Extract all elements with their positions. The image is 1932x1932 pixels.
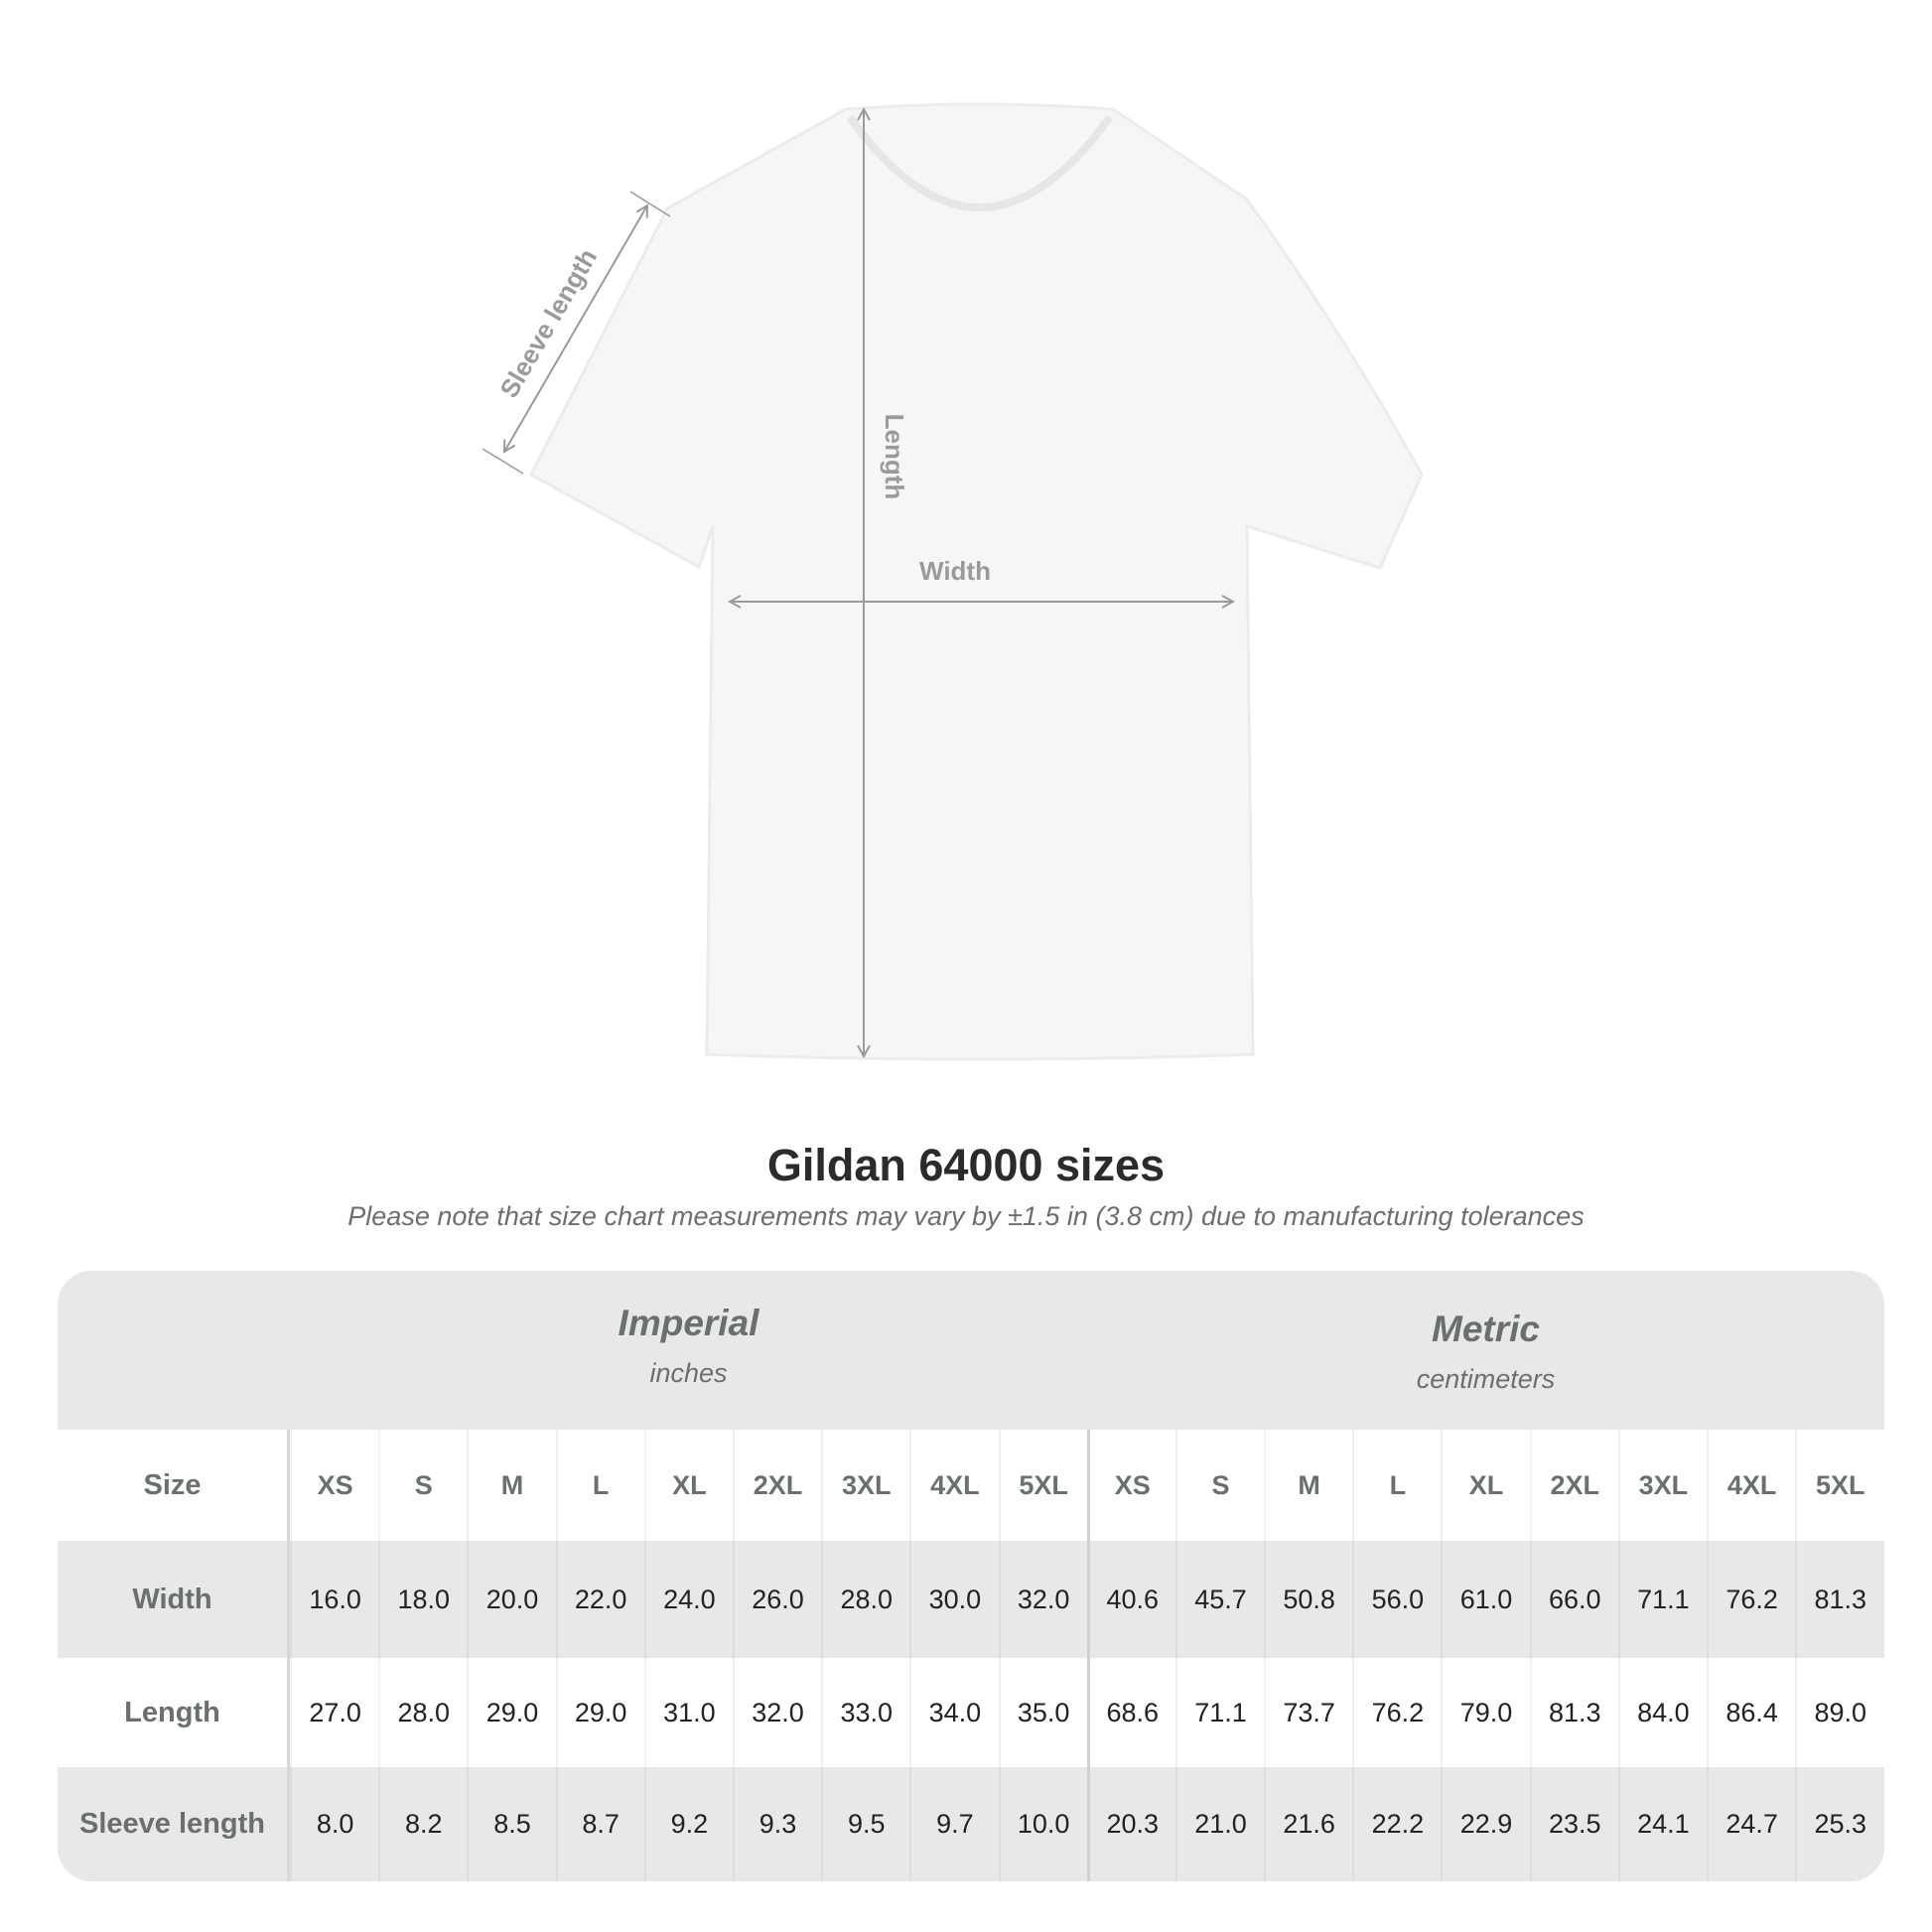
imperial-value-cell: 9.5 (821, 1767, 909, 1881)
metric-value-cell: 79.0 (1441, 1658, 1529, 1767)
imperial-value-cell: 8.7 (555, 1767, 644, 1881)
table-row-size: Size XS S M L XL 2XL 3XL 4XL 5XL XS S M L XL 2XL 3XL 4XL 5… (58, 1430, 1884, 1541)
imperial-size-header: L (555, 1430, 644, 1541)
metric-value-cell: 73.7 (1264, 1658, 1352, 1767)
metric-size-header: L (1352, 1430, 1441, 1541)
imperial-value-cell: 8.5 (467, 1767, 555, 1881)
table-row-length: Length 27.0 28.0 29.0 29.0 31.0 32.0 33.0 34.0 35… (58, 1658, 1884, 1767)
tolerance-note: Please note that size chart measurements… (347, 1201, 1585, 1231)
imperial-size-header: 2XL (732, 1430, 821, 1541)
imperial-value-cell: 8.0 (290, 1767, 378, 1881)
metric-value-cell: 81.3 (1529, 1658, 1618, 1767)
imperial-size-header: 5XL (998, 1430, 1087, 1541)
row-label: Size (58, 1430, 290, 1541)
imperial-size-header: XS (290, 1430, 378, 1541)
tshirt-diagram: Width Length Sleeve length (482, 102, 1424, 1061)
metric-title: Metric (1432, 1309, 1540, 1349)
metric-value-cell: 23.5 (1529, 1767, 1618, 1881)
metric-value-cell: 50.8 (1264, 1541, 1352, 1658)
width-label: Width (919, 556, 991, 586)
metric-value-cell: 86.4 (1707, 1658, 1795, 1767)
imperial-size-header: 4XL (909, 1430, 998, 1541)
metric-value-cell: 25.3 (1795, 1767, 1883, 1881)
imperial-title: Imperial (618, 1303, 759, 1343)
sleeve-tick (629, 191, 671, 217)
imperial-value-cell: 18.0 (378, 1541, 467, 1658)
metric-value-cell: 20.3 (1086, 1767, 1175, 1881)
imperial-header: Imperial inches (290, 1303, 1087, 1389)
metric-value-cell: 89.0 (1795, 1658, 1883, 1767)
imperial-size-header: 3XL (821, 1430, 909, 1541)
imperial-value-cell: 22.0 (555, 1541, 644, 1658)
imperial-value-cell: 29.0 (467, 1658, 555, 1767)
neckline (846, 114, 1114, 211)
metric-size-header: XL (1441, 1430, 1529, 1541)
imperial-value-cell: 9.7 (909, 1767, 998, 1881)
metric-value-cell: 76.2 (1707, 1541, 1795, 1658)
imperial-value-cell: 27.0 (290, 1658, 378, 1767)
metric-value-cell: 21.6 (1264, 1767, 1352, 1881)
metric-value-cell: 24.7 (1707, 1767, 1795, 1881)
metric-value-cell: 66.0 (1529, 1541, 1618, 1658)
table-row-sleeve-length: Sleeve length 8.0 8.2 8.5 8.7 9.2 9.3 9.5 9.7 10.… (58, 1767, 1884, 1881)
imperial-value-cell: 8.2 (378, 1767, 467, 1881)
imperial-value-cell: 35.0 (998, 1658, 1087, 1767)
imperial-unit: inches (649, 1358, 728, 1388)
metric-size-header: S (1174, 1430, 1264, 1541)
metric-value-cell: 84.0 (1617, 1658, 1707, 1767)
sleeve-arrow (504, 206, 647, 452)
imperial-size-header: XL (643, 1430, 733, 1541)
imperial-value-cell: 31.0 (643, 1658, 733, 1767)
metric-size-header: XS (1086, 1430, 1175, 1541)
metric-value-cell: 24.1 (1617, 1767, 1707, 1881)
imperial-value-cell: 10.0 (998, 1767, 1087, 1881)
imperial-value-cell: 32.0 (732, 1658, 821, 1767)
metric-value-cell: 68.6 (1086, 1658, 1175, 1767)
imperial-value-cell: 33.0 (821, 1658, 909, 1767)
metric-value-cell: 22.2 (1352, 1767, 1441, 1881)
metric-value-cell: 71.1 (1174, 1658, 1264, 1767)
page-title: Gildan 64000 sizes (766, 1140, 1166, 1190)
imperial-value-cell: 28.0 (821, 1541, 909, 1658)
row-label: Sleeve length (58, 1767, 290, 1881)
imperial-size-header: S (378, 1430, 467, 1541)
imperial-value-cell: 24.0 (643, 1541, 733, 1658)
metric-size-header: 2XL (1529, 1430, 1618, 1541)
imperial-value-cell: 32.0 (998, 1541, 1087, 1658)
metric-value-cell: 61.0 (1441, 1541, 1529, 1658)
imperial-value-cell: 28.0 (378, 1658, 467, 1767)
imperial-value-cell: 20.0 (467, 1541, 555, 1658)
metric-value-cell: 56.0 (1352, 1541, 1441, 1658)
metric-value-cell: 81.3 (1795, 1541, 1883, 1658)
length-label: Length (880, 414, 909, 500)
sleeve-tick (482, 448, 524, 475)
imperial-value-cell: 16.0 (290, 1541, 378, 1658)
table-row-width: Width 16.0 18.0 20.0 22.0 24.0 26.0 28.0 30.0 32.… (58, 1541, 1884, 1658)
imperial-size-header: M (467, 1430, 555, 1541)
metric-value-cell: 22.9 (1441, 1767, 1529, 1881)
metric-size-header: 3XL (1617, 1430, 1707, 1541)
imperial-value-cell: 30.0 (909, 1541, 998, 1658)
metric-value-cell: 76.2 (1352, 1658, 1441, 1767)
metric-value-cell: 45.7 (1174, 1541, 1264, 1658)
metric-header: Metric centimeters (1087, 1309, 1884, 1395)
metric-value-cell: 71.1 (1617, 1541, 1707, 1658)
metric-size-header: 5XL (1795, 1430, 1883, 1541)
imperial-value-cell: 9.3 (732, 1767, 821, 1881)
imperial-value-cell: 9.2 (643, 1767, 733, 1881)
imperial-value-cell: 29.0 (555, 1658, 644, 1767)
row-label: Width (58, 1541, 290, 1658)
size-table: Imperial inches Metric centimeters Size X… (58, 1271, 1884, 1881)
row-label: Length (58, 1658, 290, 1767)
table-header: Imperial inches Metric centimeters (58, 1271, 1884, 1430)
imperial-value-cell: 26.0 (732, 1541, 821, 1658)
metric-size-header: 4XL (1707, 1430, 1795, 1541)
metric-unit: centimeters (1416, 1364, 1556, 1394)
metric-size-header: M (1264, 1430, 1352, 1541)
metric-value-cell: 21.0 (1174, 1767, 1264, 1881)
metric-value-cell: 40.6 (1086, 1541, 1175, 1658)
imperial-value-cell: 34.0 (909, 1658, 998, 1767)
